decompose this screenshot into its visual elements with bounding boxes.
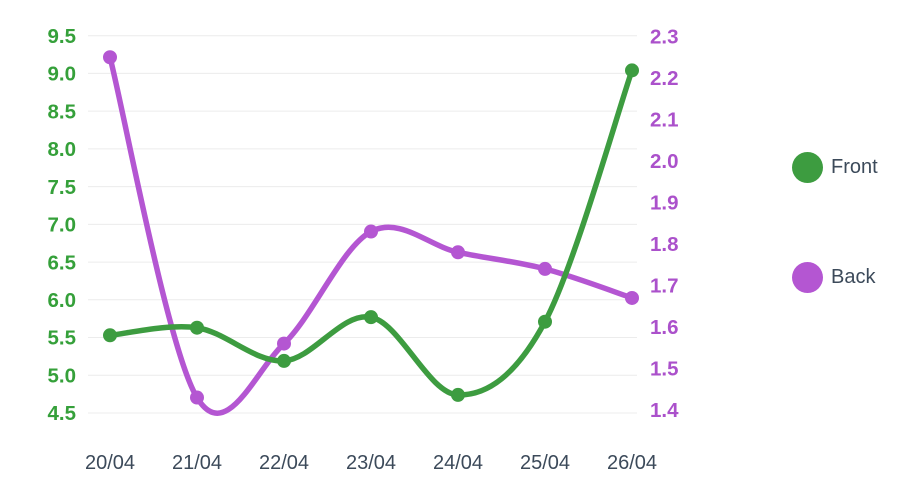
x-axis-tick: 23/04 (346, 452, 396, 474)
right-axis-tick: 1.7 (650, 275, 679, 298)
x-axis-tick: 20/04 (85, 452, 135, 474)
left-axis-tick: 4.5 (48, 402, 77, 425)
series-front (103, 63, 639, 402)
data-point-front (103, 328, 117, 343)
data-point-front (538, 314, 552, 329)
x-axis-labels: 20/04 21/04 22/04 23/04 24/04 25/04 26/04 (85, 452, 657, 474)
legend-label-back: Back (831, 266, 876, 288)
legend-item-back[interactable]: Back (792, 262, 875, 293)
data-point-front (190, 320, 204, 335)
legend: Front Back (792, 0, 917, 492)
x-axis-tick: 22/04 (259, 452, 309, 474)
right-axis-tick: 2.2 (650, 67, 679, 90)
left-axis-tick: 8.0 (48, 138, 77, 161)
right-axis-tick: 1.6 (650, 316, 679, 339)
data-point-back (538, 261, 552, 276)
data-point-front (364, 310, 378, 325)
data-point-back (625, 290, 639, 305)
legend-label-front: Front (831, 156, 878, 178)
right-axis-tick: 2.3 (650, 26, 679, 49)
left-axis-tick: 7.0 (48, 214, 77, 237)
legend-marker-back-icon (792, 262, 823, 293)
right-axis-tick: 1.9 (650, 192, 679, 215)
left-axis-tick: 6.0 (48, 289, 77, 312)
left-axis-tick: 5.5 (48, 327, 77, 350)
left-axis-tick: 6.5 (48, 251, 77, 274)
right-axis-labels: 2.3 2.2 2.1 2.0 1.9 1.8 1.7 1.6 1.5 1.4 (650, 26, 679, 422)
data-point-front (277, 353, 291, 368)
legend-marker-front-icon (792, 152, 823, 183)
data-point-back (451, 245, 465, 260)
data-point-back (364, 224, 378, 239)
data-point-front (451, 387, 465, 402)
left-axis-tick: 9.0 (48, 63, 77, 86)
right-axis-tick: 2.0 (650, 150, 679, 173)
data-point-back (277, 336, 291, 351)
left-axis-tick: 5.0 (48, 364, 77, 387)
gridlines (88, 35, 637, 414)
legend-item-front[interactable]: Front (792, 152, 878, 183)
data-point-front (625, 63, 639, 78)
right-axis-tick: 2.1 (650, 109, 679, 132)
x-axis-tick: 26/04 (607, 452, 657, 474)
x-axis-tick: 21/04 (172, 452, 222, 474)
left-axis-tick: 9.5 (48, 25, 77, 48)
right-axis-tick: 1.4 (650, 399, 679, 422)
series-back (103, 50, 639, 416)
data-point-back (103, 50, 117, 65)
left-axis-labels: 9.5 9.0 8.5 8.0 7.5 7.0 6.5 6.0 5.5 5.0 4.5 (48, 25, 77, 425)
right-axis-tick: 1.5 (650, 358, 679, 381)
left-axis-tick: 8.5 (48, 100, 77, 123)
right-axis-tick: 1.8 (650, 233, 679, 256)
x-axis-tick: 24/04 (433, 452, 483, 474)
data-point-back (190, 390, 204, 405)
left-axis-tick: 7.5 (48, 176, 77, 199)
x-axis-tick: 25/04 (520, 452, 570, 474)
